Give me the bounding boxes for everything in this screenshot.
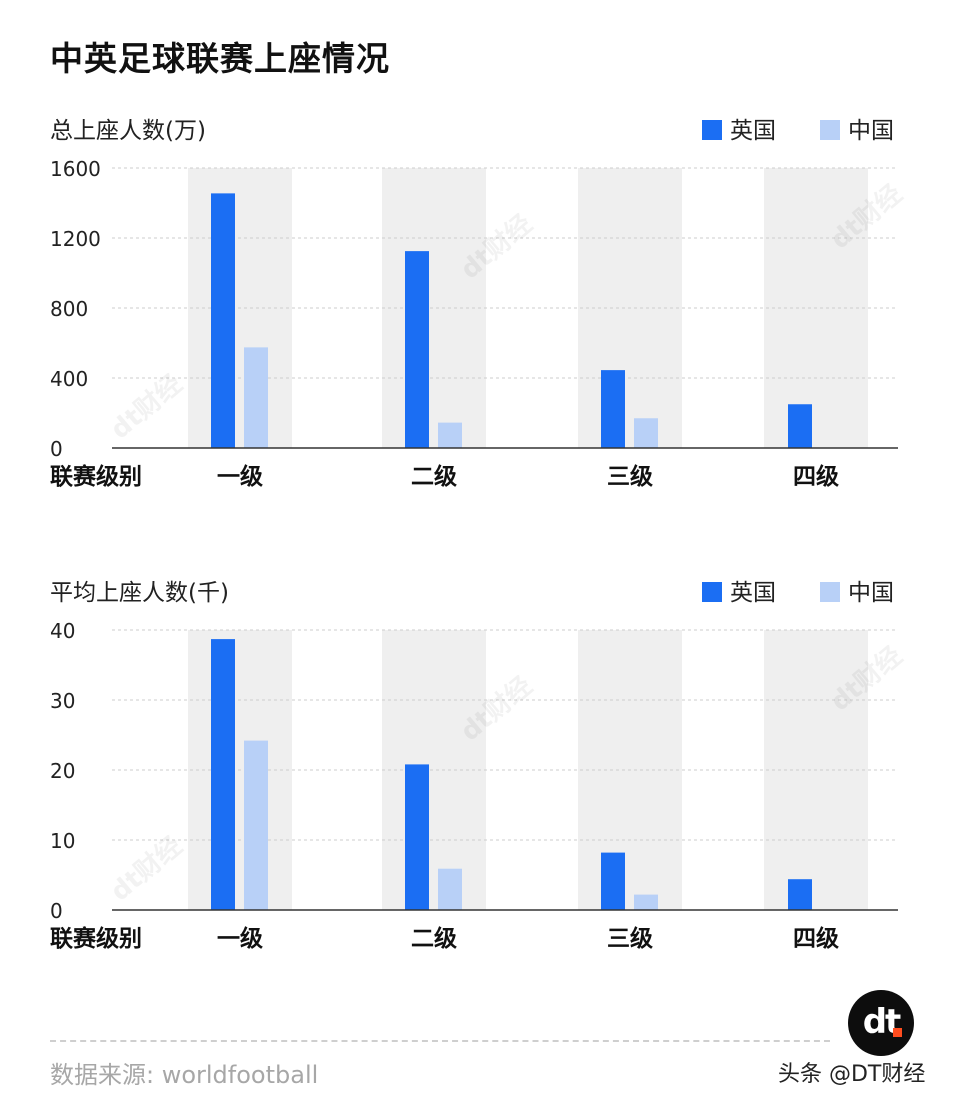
legend-label-china: 中国 — [848, 118, 894, 144]
brand-logo-text: dt — [862, 1002, 902, 1042]
category-label-3: 三级 — [607, 925, 653, 952]
legend-label-uk: 英国 — [730, 118, 776, 144]
page-title: 中英足球联赛上座情况 — [50, 39, 390, 78]
watermark: dt财经 — [105, 368, 189, 445]
bar-china-3 — [634, 894, 658, 910]
y-tick-label: 0 — [50, 437, 63, 461]
y-tick-label: 800 — [50, 297, 88, 321]
category-label-1: 一级 — [217, 925, 263, 952]
y-tick-label: 10 — [50, 829, 75, 853]
legend-swatch-china — [820, 120, 840, 140]
y-tick-label: 1600 — [50, 157, 101, 181]
bar-china-2 — [438, 868, 462, 910]
y-tick-label: 30 — [50, 689, 75, 713]
bar-uk-4 — [788, 879, 812, 910]
brand-logo: dt — [848, 990, 914, 1056]
footer-divider — [50, 1040, 830, 1042]
y-tick-label: 1200 — [50, 227, 101, 251]
bar-uk-3 — [601, 852, 625, 910]
bar-china-1 — [244, 347, 268, 448]
chart-average-attendance: 0 10 20 30 40 平均上座人数(千) 联赛级别 一级 二级 三级 四级 英国 中国 dt财经 dt… — [0, 562, 960, 962]
category-label-2: 二级 — [411, 463, 457, 490]
bar-uk-2 — [405, 251, 429, 448]
bar-uk-4 — [788, 404, 812, 448]
category-label-4: 四级 — [793, 463, 839, 490]
category-label-1: 一级 — [217, 463, 263, 490]
x-axis-title: 联赛级别 — [50, 463, 142, 490]
bar-uk-2 — [405, 764, 429, 910]
legend-swatch-uk — [702, 582, 722, 602]
category-label-2: 二级 — [411, 925, 457, 952]
category-label-4: 四级 — [793, 925, 839, 952]
chart-total-attendance: 0 400 800 1200 1600 总上座人数(万) 联赛级别 一级 二级 三级 四级 英国 中国 d… — [0, 100, 960, 500]
category-band-2 — [382, 168, 486, 448]
chart-svg: 0 400 800 1200 1600 总上座人数(万) 联赛级别 一级 二级 三级 四级 英国 中国 d… — [50, 118, 908, 490]
brand-logo-dot — [893, 1028, 902, 1037]
y-tick-label: 400 — [50, 367, 88, 391]
watermark: dt财经 — [105, 830, 189, 907]
bar-uk-3 — [601, 370, 625, 448]
legend-swatch-uk — [702, 120, 722, 140]
y-axis-title: 总上座人数(万) — [50, 118, 206, 144]
legend-label-china: 中国 — [848, 580, 894, 606]
legend-label-uk: 英国 — [730, 580, 776, 606]
x-axis-title: 联赛级别 — [50, 925, 142, 952]
bar-china-3 — [634, 418, 658, 448]
platform-label: 头条 @DT财经 — [778, 1062, 926, 1087]
legend-swatch-china — [820, 582, 840, 602]
bar-china-2 — [438, 422, 462, 448]
bar-china-1 — [244, 740, 268, 910]
bar-uk-1 — [211, 193, 235, 448]
category-band-2 — [382, 630, 486, 910]
category-label-3: 三级 — [607, 463, 653, 490]
y-axis-title: 平均上座人数(千) — [50, 580, 229, 606]
y-tick-label: 0 — [50, 899, 63, 923]
bar-uk-1 — [211, 639, 235, 910]
y-tick-label: 20 — [50, 759, 75, 783]
source-note: 数据来源: worldfootball — [50, 1061, 319, 1089]
y-tick-label: 40 — [50, 619, 75, 643]
